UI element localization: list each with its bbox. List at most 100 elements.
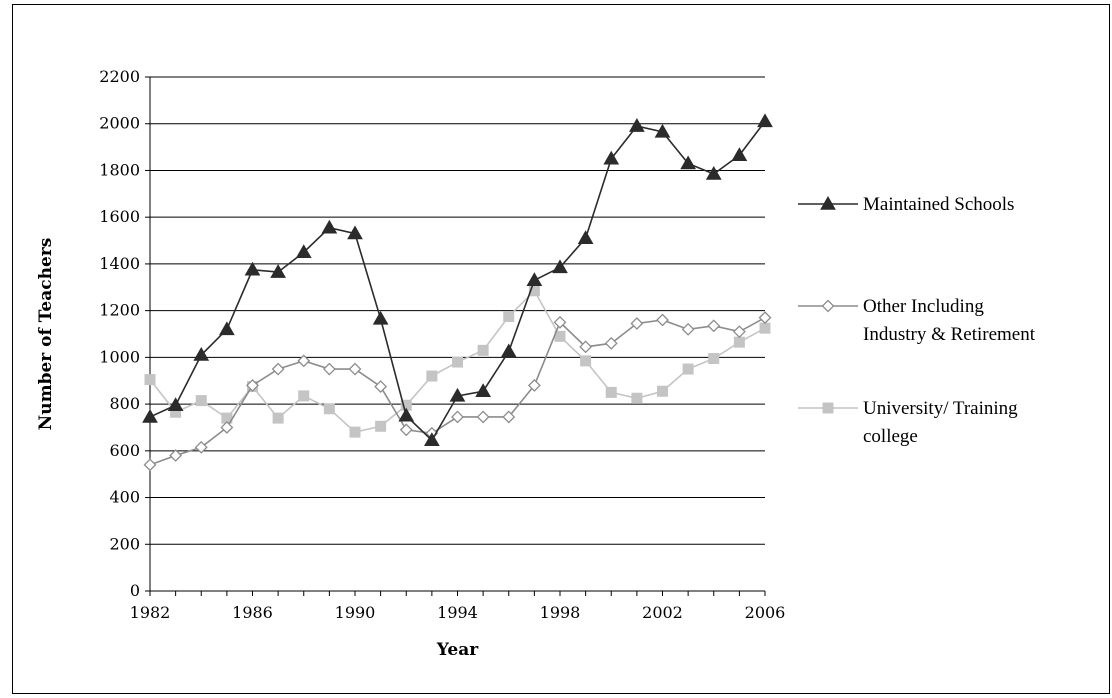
data-point-s0-1993 (424, 432, 440, 447)
y-tick-label: 1400 (99, 254, 140, 273)
data-point-s1-1984 (194, 440, 208, 454)
x-tick-label: 2006 (745, 603, 786, 622)
data-point-s1-1995 (476, 410, 490, 424)
y-tick-label: 2200 (99, 67, 140, 86)
data-point-s2-1990 (349, 426, 361, 438)
chart-frame: 0 200 400 600 800 1000 1200 1400 1600 1800 2000 220… (12, 4, 1110, 694)
x-tick-label: 2002 (642, 603, 683, 622)
data-point-s0-1992 (398, 407, 415, 422)
data-point-s0-1999 (577, 230, 594, 244)
data-point-s2-1985 (221, 412, 233, 424)
data-point-s2-1989 (323, 403, 335, 415)
data-point-s0-2002 (654, 123, 671, 138)
data-point-s0-2006 (757, 113, 773, 128)
y-tick-label: 1800 (99, 160, 140, 179)
data-point-s2-1982 (144, 374, 156, 386)
data-point-s2-1988 (298, 390, 310, 402)
data-point-s1-1997 (527, 378, 541, 392)
data-point-s0-1987 (270, 264, 286, 278)
x-tick-label: 1986 (232, 603, 273, 622)
data-point-s0-2004 (705, 165, 722, 180)
x-tick-label: 1982 (130, 603, 171, 622)
legend-label: University/ Training (863, 398, 1018, 419)
data-point-s1-2005 (732, 325, 746, 339)
y-tick-label: 200 (109, 534, 140, 553)
x-tick-label: 1998 (540, 603, 581, 622)
data-point-s1-1986 (246, 378, 259, 392)
data-point-s1-2000 (604, 336, 618, 350)
data-point-s2-2005 (733, 336, 745, 348)
data-point-s2-1996 (503, 310, 515, 322)
legend-marker-2 (822, 402, 834, 414)
legend-label: Other Including (863, 296, 984, 317)
data-point-s1-2003 (681, 322, 695, 336)
data-point-s1-2001 (630, 317, 644, 330)
legend-marker-0 (820, 195, 836, 210)
data-point-s1-2006 (758, 311, 772, 325)
x-axis-title: Year (436, 640, 479, 660)
data-point-s2-1995 (477, 344, 489, 356)
data-point-s0-1989 (321, 219, 338, 234)
line-chart: 0 200 400 600 800 1000 1200 1400 1600 1800 2000 220… (36, 67, 1036, 660)
data-point-s0-1983 (167, 397, 184, 412)
data-point-s0-1996 (500, 343, 517, 358)
data-point-s1-1994 (451, 410, 464, 424)
data-point-s1-1991 (374, 380, 388, 393)
y-tick-label: 1200 (99, 301, 140, 320)
x-tick-label: 1994 (437, 603, 478, 622)
legend-label: Industry & Retirement (863, 324, 1036, 345)
y-tick-label: 0 (130, 581, 140, 600)
data-point-s2-1994 (452, 356, 463, 368)
data-point-s2-2006 (759, 322, 771, 334)
y-tick-label: 800 (109, 394, 140, 413)
data-point-s0-2000 (603, 150, 620, 165)
data-point-s2-2003 (682, 363, 694, 375)
data-point-s0-2001 (629, 118, 645, 132)
data-point-s1-1999 (579, 340, 593, 354)
data-point-s2-1984 (195, 395, 207, 407)
y-tick-label: 1600 (99, 207, 140, 226)
data-point-s1-1987 (271, 362, 285, 376)
data-point-s1-1990 (348, 362, 362, 376)
data-point-s0-1997 (526, 272, 543, 287)
y-axis-title: Number of Teachers (36, 238, 56, 431)
data-point-s0-2003 (680, 155, 696, 170)
x-tick-label: 1990 (335, 603, 376, 622)
data-point-s0-1995 (475, 383, 491, 397)
data-point-s0-1982 (142, 408, 158, 423)
data-point-s2-2004 (708, 353, 720, 365)
data-point-s1-1998 (553, 315, 567, 329)
legend-marker-1 (821, 299, 835, 313)
data-point-s2-1983 (170, 406, 182, 418)
y-tick-label: 400 (109, 488, 140, 507)
data-point-s1-1992 (399, 423, 413, 437)
data-point-s2-1987 (272, 412, 284, 424)
data-point-s0-1994 (449, 387, 466, 402)
data-point-s2-1993 (426, 370, 438, 382)
data-point-s2-1998 (554, 330, 566, 342)
data-point-s0-2005 (731, 147, 748, 162)
y-tick-label: 600 (109, 441, 140, 460)
data-point-s2-1999 (580, 355, 592, 367)
data-point-s0-1991 (372, 310, 389, 325)
y-tick-label: 1000 (99, 347, 140, 366)
data-point-s0-1985 (219, 321, 235, 336)
data-point-s1-1996 (502, 410, 516, 424)
data-point-s1-1982 (143, 458, 157, 472)
data-point-s0-1990 (347, 225, 363, 240)
data-point-s1-2002 (656, 313, 669, 327)
data-point-s2-1991 (375, 420, 387, 432)
data-point-s1-1983 (169, 449, 183, 462)
data-point-s1-2004 (707, 319, 721, 333)
y-tick-label: 2000 (99, 114, 140, 133)
data-point-s0-1984 (193, 347, 210, 361)
data-point-s0-1998 (552, 259, 568, 274)
data-point-s0-1986 (244, 261, 261, 276)
data-point-s2-2001 (631, 392, 643, 404)
data-point-s1-1988 (297, 354, 311, 368)
data-point-s0-1988 (295, 244, 312, 258)
legend-label: Maintained Schools (863, 194, 1014, 215)
data-point-s2-2000 (605, 386, 617, 398)
data-point-s1-1989 (322, 362, 336, 376)
data-point-s2-1997 (528, 285, 540, 297)
